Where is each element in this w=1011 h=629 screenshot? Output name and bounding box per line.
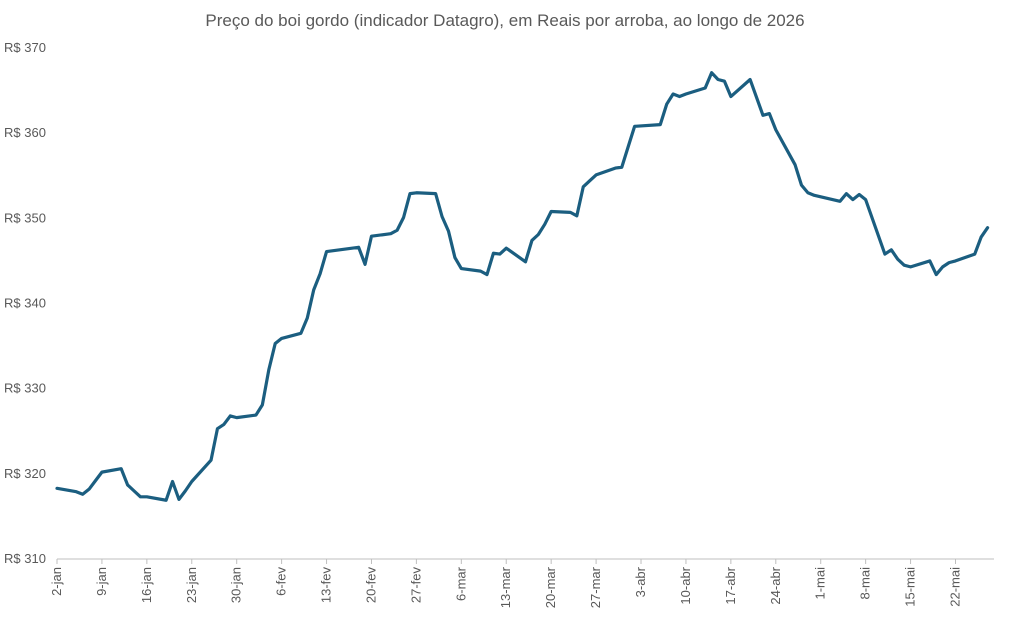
x-tick-label: 1-mai bbox=[813, 567, 828, 600]
series-line bbox=[55, 71, 990, 502]
x-tick-label: 20-fev bbox=[363, 567, 378, 604]
x-tick-label: 23-jan bbox=[184, 567, 199, 603]
x-tick-label: 17-abr bbox=[723, 566, 738, 604]
x-tick-label: 15-mai bbox=[903, 567, 918, 607]
y-tick-label: R$ 330 bbox=[4, 381, 46, 396]
y-tick-label: R$ 310 bbox=[4, 551, 46, 566]
x-tick-label: 27-mar bbox=[588, 566, 603, 608]
y-tick-label: R$ 370 bbox=[4, 40, 46, 55]
x-tick-label: 27-fev bbox=[408, 567, 423, 604]
x-tick-label: 8-mai bbox=[858, 567, 873, 600]
x-tick-label: 22-mai bbox=[947, 567, 962, 607]
x-tick-label: 9-jan bbox=[94, 567, 109, 596]
y-tick-label: R$ 350 bbox=[4, 210, 46, 225]
x-tick-label: 6-mar bbox=[453, 566, 468, 601]
x-tick-label: 3-abr bbox=[633, 566, 648, 597]
x-tick-label: 24-abr bbox=[768, 566, 783, 604]
x-tick-label: 16-jan bbox=[139, 567, 154, 603]
x-tick-label: 20-mar bbox=[543, 566, 558, 608]
x-tick-label: 13-fev bbox=[319, 567, 334, 604]
y-tick-label: R$ 320 bbox=[4, 466, 46, 481]
x-axis-ticks: 2-jan 9-jan 16-jan 23-jan 30-jan 6-fev 13-fev 2… bbox=[49, 559, 962, 608]
y-axis-ticks: R$ 310 R$ 320 R$ 330 R$ 340 R$ 350 R$ 360 R$ 3… bbox=[4, 40, 46, 566]
x-tick-label: 6-fev bbox=[274, 567, 289, 596]
x-tick-label: 10-abr bbox=[678, 566, 693, 604]
x-tick-label: 13-mar bbox=[498, 566, 513, 608]
chart-title: Preço do boi gordo (indicador Datagro), … bbox=[205, 11, 804, 30]
y-tick-label: R$ 360 bbox=[4, 125, 46, 140]
y-tick-label: R$ 340 bbox=[4, 296, 46, 311]
x-tick-label: 2-jan bbox=[49, 567, 64, 596]
x-tick-label: 30-jan bbox=[229, 567, 244, 603]
